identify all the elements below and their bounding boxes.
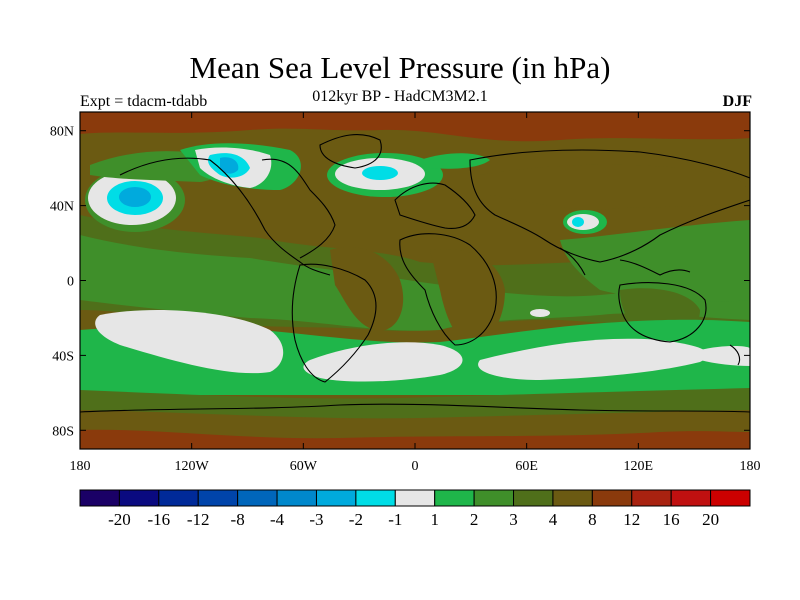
- asia-brown: [480, 164, 750, 210]
- tibet-cyan: [572, 217, 584, 227]
- coast-europe: [394, 182, 476, 229]
- colorbar-label: 1: [430, 510, 439, 529]
- coast-south-america: [291, 263, 377, 383]
- canada-blue: [220, 157, 239, 174]
- colorbar-label: -2: [349, 510, 363, 529]
- colorbar-swatch: [197, 489, 239, 507]
- colorbar-swatch: [394, 489, 436, 507]
- y-tick-label: 40S: [52, 349, 74, 364]
- x-tick-label: 0: [412, 459, 419, 474]
- y-tick-label: 40N: [50, 200, 74, 215]
- coast-asia: [469, 149, 750, 263]
- colorbar-swatch: [79, 489, 120, 507]
- coast-antarctica: [80, 403, 750, 413]
- colorbar-swatch: [237, 489, 278, 507]
- x-tick-label: 120E: [624, 459, 654, 474]
- south-atlantic-neutral: [303, 342, 463, 382]
- colorbar: -20 -16 -12 -8 -4 -3 -2 -1 1 2 3 4 8 12 16 20: [79, 489, 751, 529]
- coast-greenland: [319, 134, 382, 169]
- x-tick-label: 60E: [515, 459, 538, 474]
- y-tick-label: 0: [67, 275, 74, 290]
- africa-brown: [430, 249, 505, 345]
- coast-north-america: [119, 157, 331, 276]
- colorbar-swatch: [591, 489, 633, 507]
- map-title: Mean Sea Level Pressure (in hPa): [189, 50, 611, 85]
- coast-indonesia: [619, 259, 691, 276]
- south-america-brown: [330, 246, 404, 331]
- colorbar-swatch: [118, 489, 160, 507]
- pressure-field: [80, 112, 750, 449]
- coast-india: [559, 247, 586, 276]
- colorbar-swatch: [473, 489, 515, 507]
- antarctic-darkbrown: [80, 429, 750, 449]
- map-subtitle: 012kyr BP - HadCM3M2.1: [312, 88, 488, 105]
- y-tick-label: 80N: [50, 125, 74, 140]
- colorbar-label: 8: [588, 510, 597, 529]
- ne-pacific-blue: [119, 187, 151, 207]
- x-tick-label: 180: [740, 459, 761, 474]
- season-label: DJF: [722, 93, 752, 110]
- colorbar-swatch: [355, 489, 396, 507]
- experiment-label: Expt = tdacm-tdabb: [80, 93, 208, 110]
- y-tick-label: 80S: [52, 424, 74, 439]
- south-indian-neutral: [478, 338, 708, 380]
- atlantic-small-neutral: [530, 309, 550, 317]
- colorbar-swatch: [631, 489, 672, 507]
- colorbar-label: 16: [663, 510, 680, 529]
- colorbar-label: -12: [187, 510, 210, 529]
- tropical-band-green: [80, 235, 750, 331]
- colorbar-label: -8: [231, 510, 245, 529]
- colorbar-label: -3: [309, 510, 323, 529]
- colorbar-label: -1: [388, 510, 402, 529]
- colorbar-swatch: [434, 489, 475, 507]
- coast-new-zealand: [729, 344, 741, 366]
- colorbar-swatch: [710, 489, 751, 507]
- colorbar-label: 2: [470, 510, 479, 529]
- colorbar-swatch: [315, 489, 357, 507]
- colorbar-label: -20: [108, 510, 131, 529]
- tasman-neutral: [700, 345, 750, 366]
- colorbar-swatch: [552, 489, 593, 507]
- coast-africa: [399, 233, 497, 346]
- colorbar-label: 3: [509, 510, 518, 529]
- x-tick-label: 180: [70, 459, 91, 474]
- colorbar-swatch: [158, 489, 199, 507]
- x-axis: 180 120W 60W 0 60E 120E 180: [70, 112, 761, 474]
- y-axis: 80N 40N 0 40S 80S: [50, 125, 750, 439]
- coast-east-north-america: [261, 158, 336, 259]
- colorbar-swatch: [670, 489, 712, 507]
- colorbar-label: 20: [702, 510, 719, 529]
- colorbar-swatch: [513, 489, 554, 507]
- norwegian-sea-green: [420, 153, 490, 169]
- arctic-high-band: [80, 112, 750, 142]
- south-pacific-neutral: [95, 310, 284, 374]
- indo-pacific-green: [560, 220, 750, 302]
- x-tick-label: 60W: [290, 459, 318, 474]
- coastlines: [80, 134, 750, 413]
- colorbar-swatch: [276, 489, 317, 507]
- coast-australia: [618, 282, 707, 343]
- colorbar-label: 12: [623, 510, 640, 529]
- colorbar-label: -16: [147, 510, 170, 529]
- x-tick-label: 120W: [175, 459, 210, 474]
- n-atlantic-cyan: [362, 166, 398, 180]
- colorbar-label: 4: [549, 510, 558, 529]
- colorbar-label: -4: [270, 510, 285, 529]
